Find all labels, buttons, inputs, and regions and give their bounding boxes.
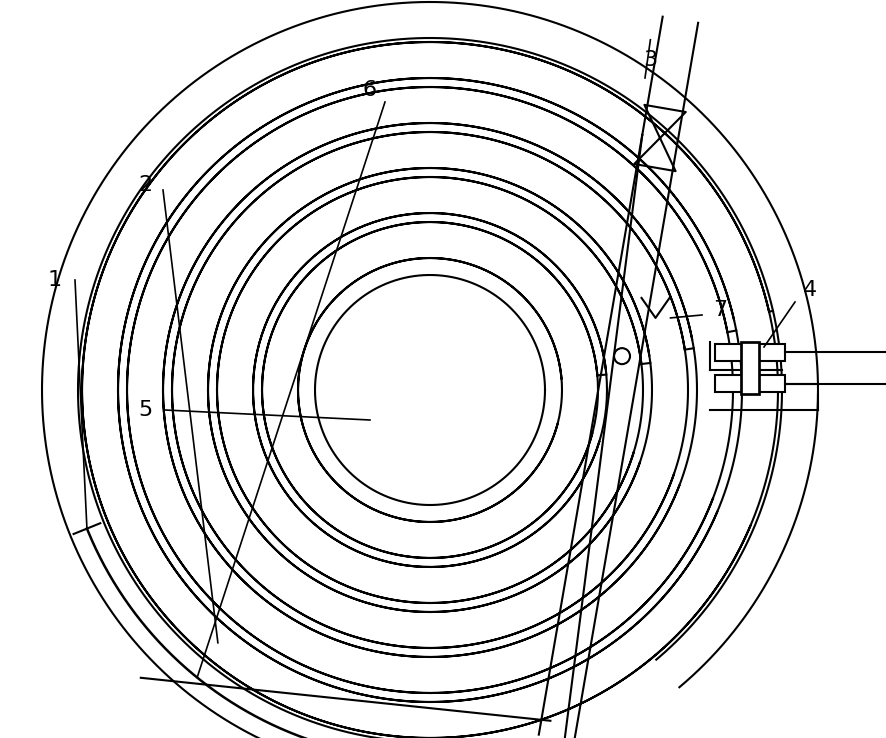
Text: 5: 5: [137, 400, 152, 420]
Bar: [714, 375, 784, 392]
Text: 2: 2: [138, 175, 152, 195]
Text: 1: 1: [48, 270, 62, 290]
Text: 3: 3: [642, 50, 657, 70]
Text: 6: 6: [362, 80, 377, 100]
Bar: [714, 344, 784, 361]
Bar: [740, 342, 758, 394]
Text: 7: 7: [712, 300, 727, 320]
Text: 4: 4: [802, 280, 816, 300]
